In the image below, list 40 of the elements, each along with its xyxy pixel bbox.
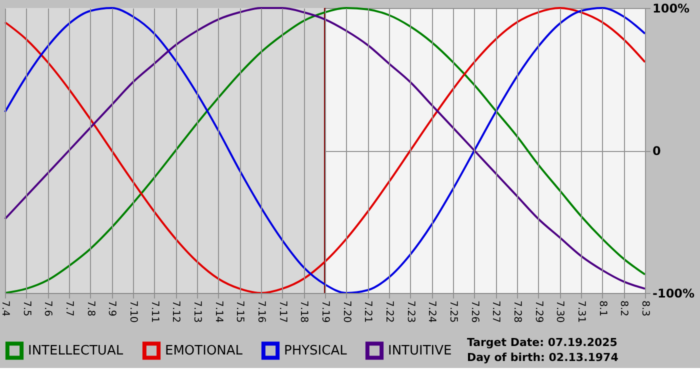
legend-label: EMOTIONAL <box>165 344 244 359</box>
x-tick-label: 7.24 <box>426 300 438 323</box>
y-tick-label: -100% <box>652 286 695 300</box>
x-tick-label: 7.15 <box>234 300 246 323</box>
text: Day of birth: 02.13.1974 <box>467 351 619 364</box>
x-tick-label: 7.7 <box>64 300 74 316</box>
x-tick-label: 7.10 <box>128 300 138 323</box>
x-tick-label: 7.13 <box>192 300 202 323</box>
x-tick-label: 7.29 <box>532 300 544 323</box>
x-tick-label: 7.20 <box>340 300 352 323</box>
x-tick-label: 7.31 <box>576 300 586 323</box>
y-tick-label: 0 <box>652 144 661 158</box>
x-tick-label: 7.26 <box>468 300 480 323</box>
x-tick-label: 7.22 <box>384 300 394 323</box>
x-tick-label: 7.16 <box>256 300 266 323</box>
legend-label: INTELLECTUAL <box>28 344 124 359</box>
x-tick-label: 7.8 <box>84 300 96 316</box>
x-tick-label: 7.19 <box>320 300 330 323</box>
x-tick-label: 8.1 <box>596 300 608 316</box>
y-tick-label: 100% <box>652 2 690 16</box>
x-tick-label: 8.2 <box>618 300 630 316</box>
x-tick-label: 7.14 <box>212 300 224 323</box>
x-tick-label: 7.17 <box>276 300 288 323</box>
legend-label: INTUITIVE <box>388 344 452 359</box>
x-tick-label: 7.28 <box>512 300 522 323</box>
x-tick-label: 7.21 <box>362 300 374 323</box>
text: Target Date: 07.19.2025 <box>467 336 618 349</box>
x-tick-label: 7.6 <box>42 300 54 316</box>
x-tick-label: 7.18 <box>298 300 310 323</box>
x-tick-label: 8.3 <box>640 300 650 316</box>
x-tick-label: 7.30 <box>554 300 566 323</box>
x-tick-label: 7.12 <box>170 300 182 323</box>
x-tick-label: 7.5 <box>20 300 32 316</box>
legend-label: PHYSICAL <box>284 344 348 359</box>
x-tick-label: 7.4 <box>0 300 10 316</box>
x-tick-label: 7.9 <box>106 300 118 316</box>
x-tick-label: 7.23 <box>404 300 416 323</box>
x-tick-label: 7.25 <box>448 300 458 323</box>
x-tick-label: 7.11 <box>148 300 160 323</box>
x-tick-label: 7.27 <box>490 300 502 323</box>
